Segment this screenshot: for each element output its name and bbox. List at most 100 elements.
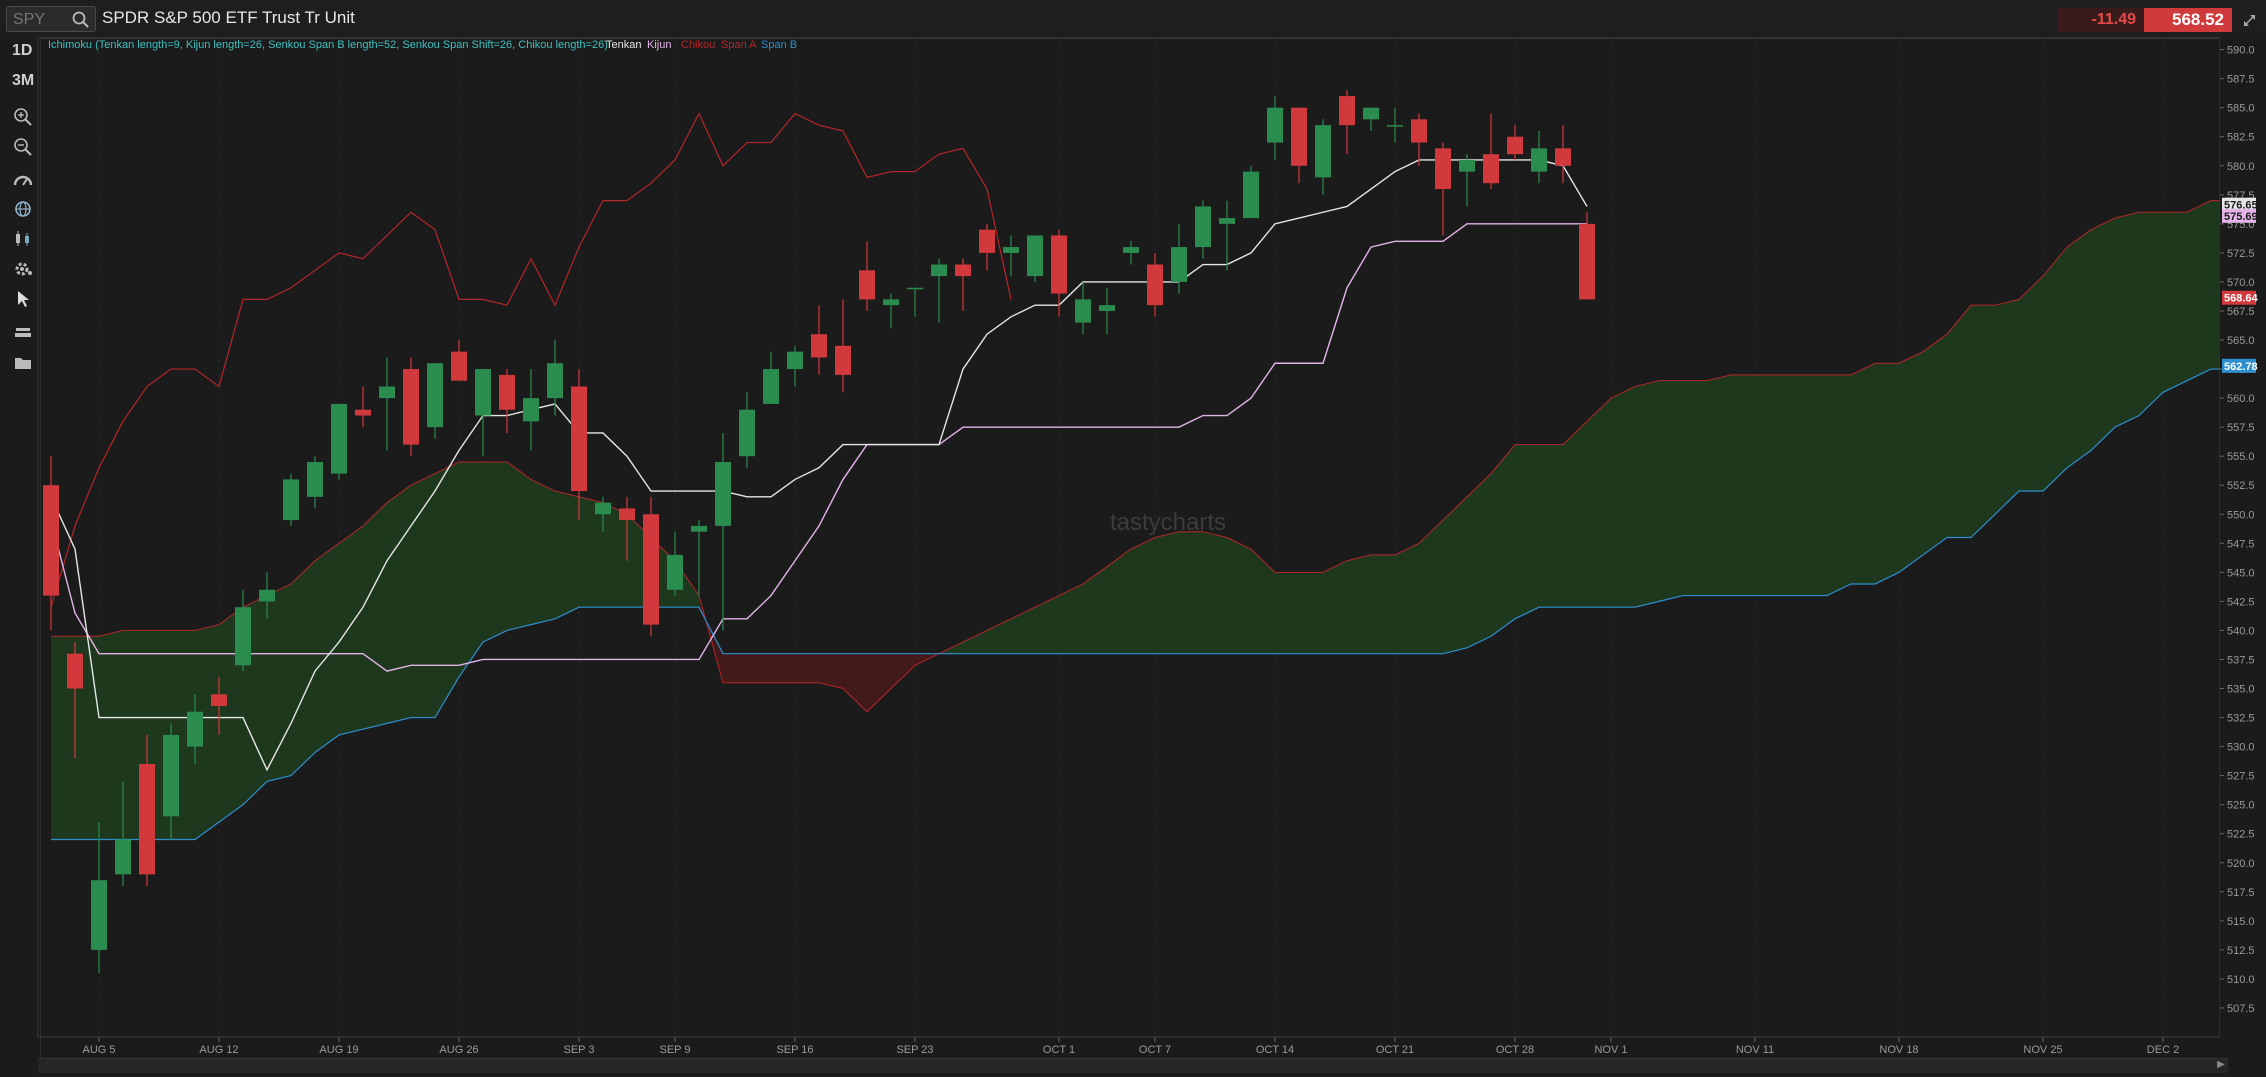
y-tick-label: 552.5 [2227,480,2255,492]
gear-settings-icon[interactable] [12,258,34,280]
candle-body [787,351,803,370]
candlestick-icon[interactable] [12,228,34,250]
y-tick-label: 557.5 [2227,422,2255,434]
y-tick-label: 532.5 [2227,713,2255,725]
candle-body [1219,218,1235,224]
candle-body [1531,148,1547,172]
folder-icon[interactable] [12,352,34,374]
cloud-segment [1179,531,1203,654]
y-tick-label: 515.0 [2227,916,2255,928]
x-tick-label: AUG 5 [82,1044,115,1056]
candle-body [187,711,203,747]
cloud-segment [2163,212,2187,393]
y-tick-label: 550.0 [2227,509,2255,521]
candle-body [571,386,587,492]
candle-body [739,409,755,457]
expand-icon[interactable] [2240,10,2260,30]
candle-body [955,264,971,277]
y-tick-label: 520.0 [2227,858,2255,870]
x-tick-label: NOV 18 [1879,1044,1918,1056]
cloud-segment [891,653,915,689]
cloud-segment [2139,212,2163,416]
cloud-segment [1995,299,2019,515]
cloud-segment [1467,473,1491,648]
candle-body [1171,247,1187,282]
candle-body [859,270,875,300]
candle-body [643,514,659,625]
legend-item: Kijun [647,39,671,51]
cloud-segment [2187,200,2211,381]
y-tick-label: 522.5 [2227,829,2255,841]
candle-body [907,287,923,290]
y-tick-label: 560.0 [2227,393,2255,405]
x-tick-label: NOV 25 [2023,1044,2062,1056]
y-tick-label: 570.0 [2227,277,2255,289]
cloud-segment [1395,543,1419,654]
cloud-segment [1131,537,1155,654]
price-label: 562.78 [2224,361,2258,373]
candle-body [1075,299,1091,323]
candle-body [1555,148,1571,166]
cloud-segment [2067,229,2091,468]
timeframe-3m[interactable]: 3M [12,72,35,89]
y-tick-label: 567.5 [2227,306,2255,318]
last-price: 568.52 [2144,8,2232,32]
x-tick-label: SEP 16 [776,1044,813,1056]
cloud-segment [771,653,795,683]
symbol-search[interactable] [6,6,96,32]
cloud-segment [1491,444,1515,637]
candle-body [1243,171,1259,219]
cloud-segment [531,479,555,625]
candle-body [283,479,299,521]
scroll-right-icon[interactable]: ▶ [2217,1059,2225,1070]
candle-body [1147,264,1163,306]
x-tick-label: OCT 1 [1043,1044,1075,1056]
span-b-line [51,368,2266,841]
price-label-bg [2222,197,2256,212]
cloud-segment [1227,537,1251,654]
candle-body [715,461,731,526]
globe-grid-icon[interactable] [12,198,34,220]
price-change: -11.49 [2058,8,2144,32]
legend-item: Span A [721,39,757,51]
cloud-segment [195,624,219,840]
cloud-segment [1539,444,1563,608]
y-tick-label: 590.0 [2227,45,2255,57]
cloud-segment [1947,305,1971,538]
symbol-search-input[interactable] [11,9,79,31]
timeframe-1d[interactable]: 1D [12,42,33,59]
x-tick-label: DEC 2 [2147,1044,2179,1056]
candle-body [67,653,83,689]
candle-body [1267,107,1283,143]
speedometer-icon[interactable] [12,170,34,192]
cloud-segment [603,502,627,608]
candle-body [1579,223,1595,300]
zoom-out-icon[interactable] [12,136,34,158]
cloud-segment [1971,305,1995,538]
candle-body [355,409,371,416]
stack-icon[interactable] [12,322,34,344]
y-tick-label: 535.0 [2227,684,2255,696]
candle-body [811,334,827,358]
cursor-arrow-icon[interactable] [12,288,34,310]
horizontal-scrollbar[interactable] [38,1058,2228,1073]
left-toolbar: 1D 3M [0,38,41,1068]
y-tick-label: 530.0 [2227,742,2255,754]
candle-body [931,264,947,277]
candle-body [1099,305,1115,311]
candle-body [139,764,155,875]
cloud-segment [1851,363,1875,584]
cloud-segment [1059,583,1083,654]
cloud-segment [339,525,363,735]
x-tick-label: AUG 26 [439,1044,478,1056]
candle-body [1003,247,1019,253]
search-icon[interactable] [71,10,91,30]
candle-body [1507,136,1523,155]
y-tick-label: 547.5 [2227,538,2255,550]
cloud-segment [2115,212,2139,428]
cloud-segment [723,653,747,683]
candle-body [475,369,491,416]
zoom-in-icon[interactable] [12,106,34,128]
x-tick-label: SEP 9 [660,1044,691,1056]
